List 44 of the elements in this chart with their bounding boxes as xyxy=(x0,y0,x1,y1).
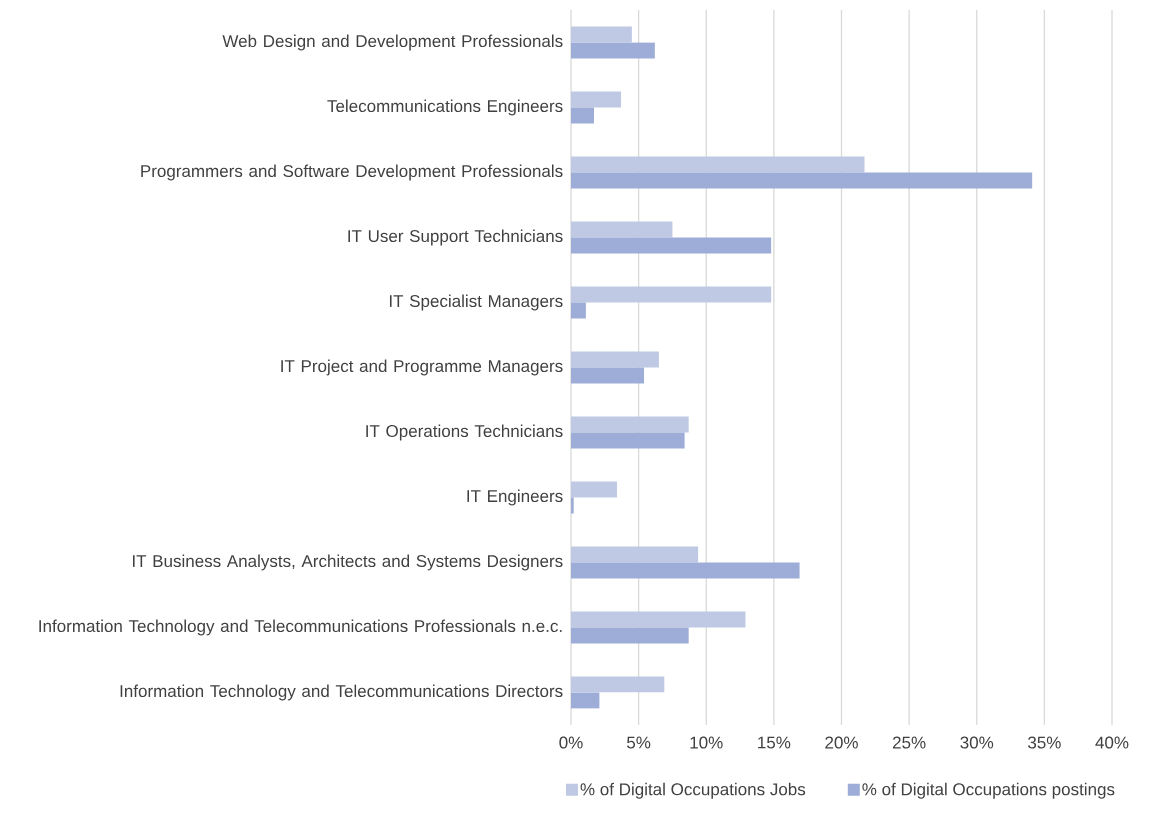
x-tick-label: 40% xyxy=(1095,736,1129,749)
y-tick-label: Information Technology and Telecommunications Professionals n.e.c. xyxy=(39,619,562,636)
x-tick-label: 25% xyxy=(892,736,926,749)
bar xyxy=(571,611,746,628)
bar xyxy=(571,562,800,579)
x-tick-label: 10% xyxy=(690,736,723,749)
legend-label: % of Digital Occupations Jobs xyxy=(580,782,806,799)
bar xyxy=(571,42,655,59)
bar xyxy=(571,26,632,43)
legend-label: % of Digital Occupations postings xyxy=(862,782,1115,799)
y-tick-label: Web Design and Development Professionals xyxy=(222,34,563,51)
bar xyxy=(571,627,689,644)
x-tick-label: 20% xyxy=(825,736,858,749)
bar xyxy=(571,481,617,498)
bar xyxy=(571,497,574,514)
bar xyxy=(571,221,673,238)
bar xyxy=(571,91,622,108)
y-tick-label: IT Business Analysts, Architects and Systems Designers xyxy=(133,554,563,571)
x-tick-label: 0% xyxy=(559,736,583,749)
bar xyxy=(571,156,865,173)
bar xyxy=(571,546,699,563)
bar xyxy=(571,237,772,254)
bar xyxy=(571,302,586,319)
y-tick-label: IT Engineers xyxy=(467,489,563,506)
x-tick-label: 15% xyxy=(758,736,791,749)
y-tick-label: IT Operations Technicians xyxy=(366,424,563,441)
bar xyxy=(571,172,1033,189)
y-tick-label: Information Technology and Telecommunications Directors xyxy=(120,684,563,701)
x-tick-label: 30% xyxy=(960,736,994,749)
bar xyxy=(571,692,600,709)
bar xyxy=(571,416,689,433)
bar xyxy=(571,286,772,303)
y-tick-label: IT Specialist Managers xyxy=(389,294,563,311)
y-tick-label: Telecommunications Engineers xyxy=(327,99,563,116)
x-tick-label: 35% xyxy=(1028,736,1061,749)
y-tick-label: IT Project and Programme Managers xyxy=(281,359,563,376)
bar xyxy=(571,676,665,693)
bar xyxy=(571,367,645,384)
bar xyxy=(571,107,594,124)
bar xyxy=(571,351,659,368)
y-tick-label: IT User Support Technicians xyxy=(348,229,563,246)
x-tick-label: 5% xyxy=(627,736,651,749)
y-tick-label: Programmers and Software Development Professionals xyxy=(141,164,563,181)
bar xyxy=(571,432,685,449)
